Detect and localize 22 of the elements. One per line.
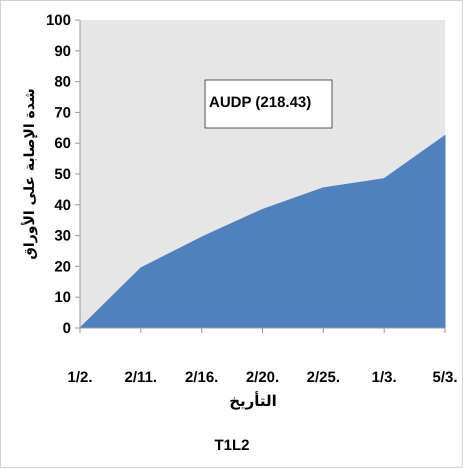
y-tick-label: 30: [54, 228, 71, 245]
y-tick-label: 60: [54, 135, 71, 152]
y-tick-label: 10: [54, 289, 71, 306]
annotation: AUDP (218.43): [209, 94, 312, 111]
text: T1L2: [214, 437, 250, 454]
x-tick-label: 1/2.: [67, 369, 93, 386]
x-tick-label: 1/3.: [372, 369, 397, 386]
y-tick-label: 70: [54, 104, 71, 122]
y-tick-label: 100: [46, 12, 71, 29]
y-tick-label: 80: [54, 74, 71, 91]
x-tick-label: 2/20.: [246, 369, 280, 386]
x-tick-label: 2/11.: [124, 369, 158, 386]
y-tick-label: 50: [54, 166, 71, 183]
x-tick-label: 2/16.: [184, 369, 218, 386]
y-tick-label: 0: [62, 320, 71, 337]
y-tick-label: 20: [54, 258, 71, 276]
y-tick-label: 90: [54, 42, 71, 60]
y-axis-title: شدة الإصابة على الأوراق: [20, 88, 38, 260]
x-tick-label: 2/25.: [306, 369, 340, 386]
x-tick-label: 5/3.: [432, 369, 458, 386]
y-tick-label: 40: [54, 196, 71, 214]
x-axis-title: التأريخ: [229, 391, 277, 410]
